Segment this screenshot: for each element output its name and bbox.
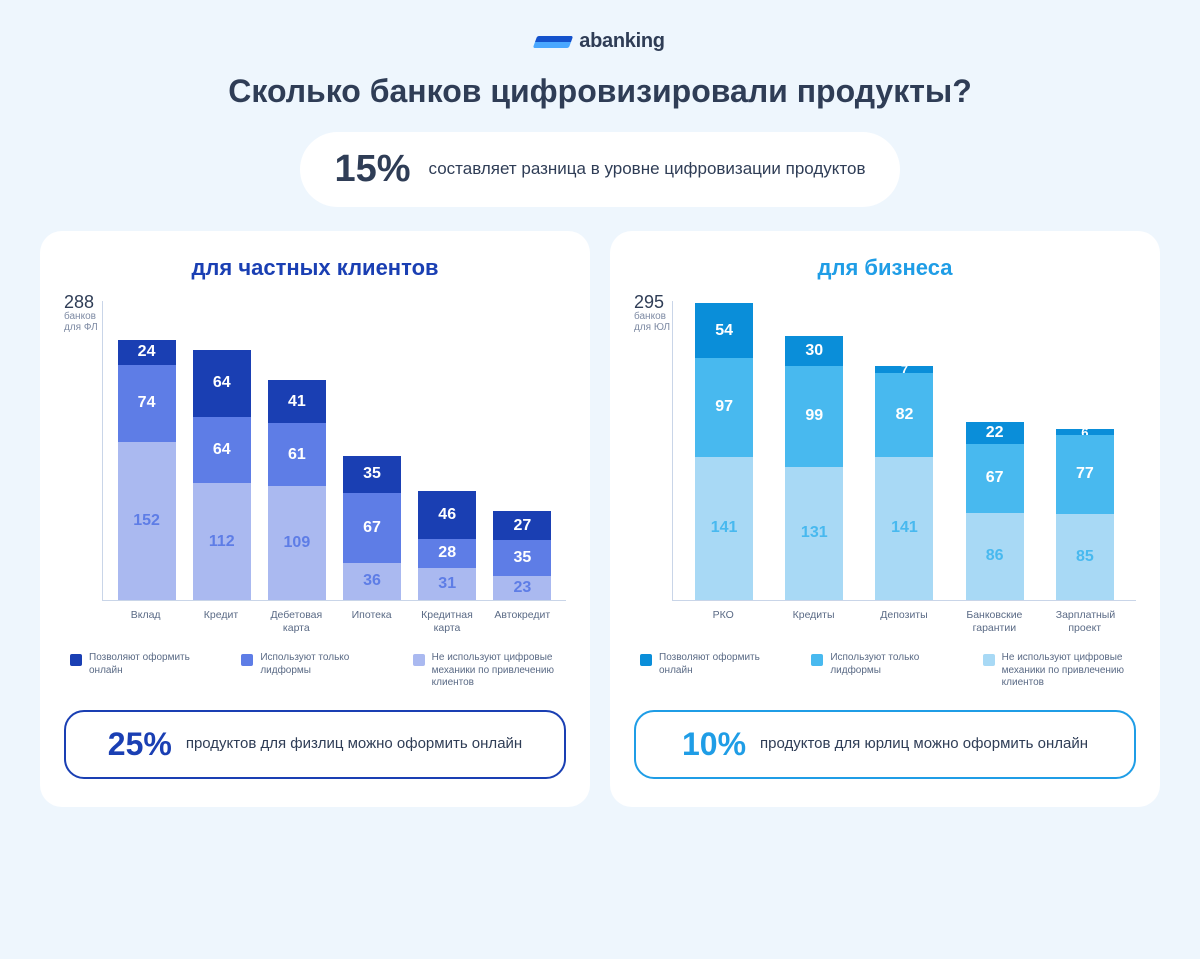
seg-top: 64 — [193, 350, 251, 417]
cat-label-private-1: Кредит — [192, 609, 250, 634]
stat-pill-business: 10% продуктов для юрлиц можно оформить о… — [634, 710, 1136, 779]
legend-item-bot: Не используют цифровые механики по привл… — [983, 652, 1134, 690]
legend-text-bot: Не используют цифровые механики по привл… — [1002, 652, 1134, 690]
legend-text-mid: Используют только лидформы — [830, 652, 962, 677]
cat-label-private-2: Дебетовая карта — [267, 609, 325, 634]
stat-percent-private: 25% — [108, 726, 172, 763]
cat-label-business-4: Зарплатный проект — [1056, 609, 1114, 634]
panel-business: для бизнеса 295 банковдля ЮЛ 54971413099… — [610, 231, 1160, 807]
seg-top: 41 — [268, 380, 326, 423]
logo: abanking — [40, 30, 1160, 53]
page-title: Сколько банков цифровизировали продукты? — [40, 73, 1160, 110]
legend-swatch-mid — [811, 654, 823, 666]
seg-top: 27 — [493, 511, 551, 539]
legend-swatch-bot — [413, 654, 425, 666]
logo-icon — [533, 36, 573, 48]
legend-business: Позволяют оформить онлайн Используют толь… — [638, 634, 1136, 710]
stat-text-business: продуктов для юрлиц можно оформить онлай… — [760, 734, 1088, 754]
legend-swatch-top — [640, 654, 652, 666]
bar-private-0: 2474152 — [118, 340, 176, 600]
legend-item-top: Позволяют оформить онлайн — [640, 652, 791, 690]
cat-label-business-3: Банковские гарантии — [965, 609, 1023, 634]
cat-label-private-3: Ипотека — [343, 609, 401, 634]
legend-text-top: Позволяют оформить онлайн — [89, 652, 221, 677]
seg-bot: 31 — [418, 568, 476, 600]
stat-pill-private: 25% продуктов для физлиц можно оформить … — [64, 710, 566, 779]
cat-label-business-2: Депозиты — [875, 609, 933, 634]
seg-bot: 86 — [966, 513, 1024, 600]
seg-bot: 141 — [875, 457, 933, 600]
headline-text: составляет разница в уровне цифровизации… — [429, 158, 866, 180]
seg-mid: 97 — [695, 358, 753, 457]
axis-num-private: 288 — [64, 293, 98, 311]
legend-item-mid: Используют только лидформы — [811, 652, 962, 690]
seg-top: 35 — [343, 456, 401, 492]
chart-private: 288 банковдля ФЛ 24741526464112416110935… — [64, 301, 566, 634]
legend-swatch-mid — [241, 654, 253, 666]
seg-bot: 23 — [493, 576, 551, 600]
seg-bot: 141 — [695, 457, 753, 600]
panel-private-title: для частных клиентов — [64, 255, 566, 281]
legend-text-top: Позволяют оформить онлайн — [659, 652, 791, 677]
seg-top: 46 — [418, 491, 476, 539]
headline-pill: 15% составляет разница в уровне цифровиз… — [300, 132, 899, 207]
seg-top: 22 — [966, 422, 1024, 444]
seg-mid: 35 — [493, 540, 551, 576]
bar-private-5: 273523 — [493, 511, 551, 600]
seg-mid: 61 — [268, 423, 326, 487]
axis-label-business: 295 банковдля ЮЛ — [634, 293, 670, 333]
stat-text-private: продуктов для физлиц можно оформить онла… — [186, 734, 522, 754]
seg-bot: 152 — [118, 442, 176, 600]
bar-private-2: 4161109 — [268, 380, 326, 600]
cat-label-private-4: Кредитная карта — [418, 609, 476, 634]
seg-bot: 85 — [1056, 514, 1114, 600]
seg-bot: 109 — [268, 486, 326, 600]
bar-private-3: 356736 — [343, 456, 401, 600]
axis-label-private: 288 банковдля ФЛ — [64, 293, 98, 333]
legend-item-top: Позволяют оформить онлайн — [70, 652, 221, 690]
bar-business-4: 67785 — [1056, 429, 1114, 600]
panel-business-title: для бизнеса — [634, 255, 1136, 281]
seg-mid: 82 — [875, 373, 933, 456]
chart-business: 295 банковдля ЮЛ 54971413099131782141226… — [634, 301, 1136, 634]
legend-swatch-top — [70, 654, 82, 666]
seg-mid: 28 — [418, 539, 476, 568]
legend-private: Позволяют оформить онлайн Используют толь… — [68, 634, 566, 710]
headline-percent: 15% — [334, 148, 410, 191]
axis-num-business: 295 — [634, 293, 670, 311]
seg-bot: 36 — [343, 563, 401, 601]
legend-text-mid: Используют только лидформы — [260, 652, 392, 677]
seg-top: 54 — [695, 303, 753, 358]
axis-sub-business: банковдля ЮЛ — [634, 311, 670, 333]
cat-label-business-1: Кредиты — [785, 609, 843, 634]
legend-item-bot: Не используют цифровые механики по привл… — [413, 652, 564, 690]
seg-mid: 77 — [1056, 435, 1114, 513]
bar-business-1: 3099131 — [785, 336, 843, 600]
bar-business-0: 5497141 — [695, 303, 753, 600]
seg-top: 7 — [875, 366, 933, 373]
legend-swatch-bot — [983, 654, 995, 666]
seg-mid: 74 — [118, 365, 176, 442]
seg-mid: 67 — [966, 444, 1024, 512]
seg-bot: 131 — [785, 467, 843, 600]
cat-label-private-0: Вклад — [117, 609, 175, 634]
panel-private: для частных клиентов 288 банковдля ФЛ 24… — [40, 231, 590, 807]
seg-mid: 99 — [785, 366, 843, 467]
bar-business-3: 226786 — [966, 422, 1024, 600]
seg-top: 24 — [118, 340, 176, 365]
logo-text: abanking — [579, 30, 664, 53]
seg-mid: 64 — [193, 417, 251, 484]
legend-text-bot: Не используют цифровые механики по привл… — [432, 652, 564, 690]
stat-percent-business: 10% — [682, 726, 746, 763]
seg-bot: 112 — [193, 483, 251, 600]
axis-sub-private: банковдля ФЛ — [64, 311, 98, 333]
bar-business-2: 782141 — [875, 366, 933, 600]
bar-private-1: 6464112 — [193, 350, 251, 600]
cat-label-business-0: РКО — [694, 609, 752, 634]
cat-label-private-5: Автокредит — [493, 609, 551, 634]
bar-private-4: 462831 — [418, 491, 476, 600]
seg-top: 30 — [785, 336, 843, 367]
seg-mid: 67 — [343, 493, 401, 563]
legend-item-mid: Используют только лидформы — [241, 652, 392, 690]
